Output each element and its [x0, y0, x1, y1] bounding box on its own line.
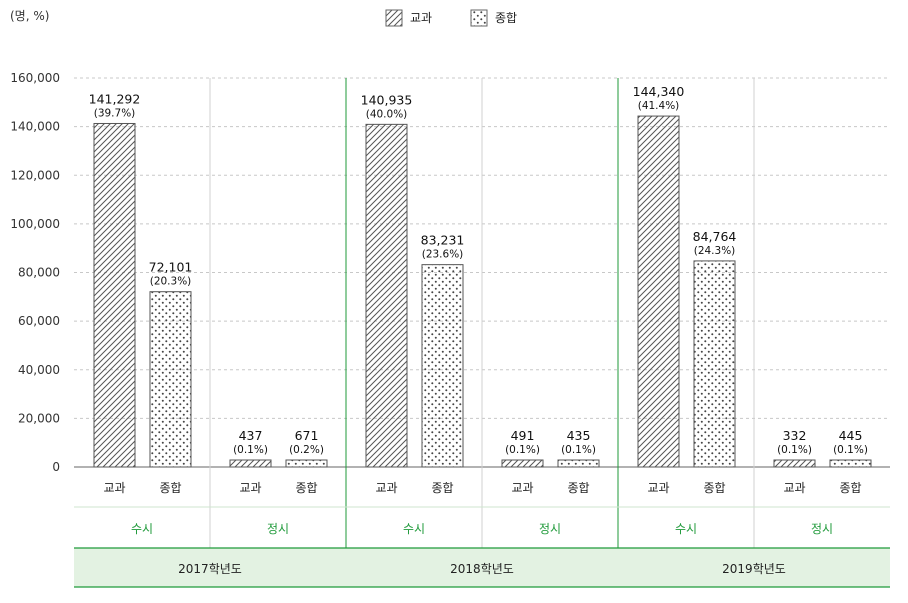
group-label: 정시 [267, 522, 289, 536]
data-labels: 141,292(39.7%)교과72,101(20.3%)종합수시437(0.1… [89, 84, 868, 576]
bar-percent-label: (0.1%) [833, 444, 868, 456]
x-category-label: 교과 [103, 481, 125, 495]
x-category-label: 종합 [567, 481, 589, 495]
bar-percent-label: (41.4%) [638, 100, 680, 112]
group-label: 수시 [403, 522, 425, 536]
bar-value-label: 435 [567, 428, 591, 443]
x-category-label: 종합 [159, 481, 181, 495]
legend-label: 종합 [495, 11, 517, 25]
y-tick-label: 60,000 [18, 314, 60, 328]
bar-교과 [637, 115, 680, 468]
bar-value-label: 437 [239, 428, 263, 443]
unit-label: (명, %) [10, 9, 49, 23]
category-bands [74, 78, 890, 588]
legend: 교과 종합 [385, 9, 517, 27]
bar-종합 [149, 291, 192, 468]
bar-value-label: 83,231 [421, 233, 465, 248]
bar-종합 [285, 459, 328, 468]
bar-percent-label: (40.0%) [366, 108, 408, 120]
year-band [74, 548, 890, 587]
bar-교과 [229, 459, 272, 468]
legend-swatch [385, 9, 403, 27]
bars [93, 115, 872, 468]
x-category-label: 교과 [783, 481, 805, 495]
bar-percent-label: (0.1%) [777, 444, 812, 456]
group-label: 수시 [675, 522, 697, 536]
bar-value-label: 72,101 [149, 260, 193, 275]
legend-label: 교과 [410, 11, 432, 25]
bar-percent-label: (39.7%) [94, 107, 136, 119]
x-category-label: 종합 [295, 481, 317, 495]
bar-value-label: 141,292 [89, 91, 141, 106]
y-tick-label: 160,000 [10, 71, 60, 85]
y-tick-label: 140,000 [10, 120, 60, 134]
bar-value-label: 144,340 [633, 84, 685, 99]
bar-percent-label: (0.2%) [289, 444, 324, 456]
x-category-label: 교과 [647, 481, 669, 495]
bar-value-label: 671 [295, 428, 319, 443]
bar-percent-label: (0.1%) [233, 444, 268, 456]
bar-value-label: 332 [783, 428, 807, 443]
x-category-label: 종합 [703, 481, 725, 495]
year-label: 2018학년도 [450, 562, 514, 576]
group-label: 정시 [539, 522, 561, 536]
bar-value-label: 140,935 [361, 92, 413, 107]
bar-percent-label: (24.3%) [694, 245, 736, 257]
y-axis: 0 20,000 40,000 60,000 80,000 100,000 120,000 1… [10, 71, 60, 474]
y-tick-label: 100,000 [10, 217, 60, 231]
bar-종합 [829, 459, 872, 468]
bar-종합 [693, 260, 736, 468]
y-tick-label: 120,000 [10, 168, 60, 182]
y-tick-label: 20,000 [18, 411, 60, 425]
bar-교과 [773, 459, 816, 468]
y-tick-label: 80,000 [18, 266, 60, 280]
bar-value-label: 84,764 [693, 229, 737, 244]
bar-percent-label: (23.6%) [422, 249, 464, 261]
bar-percent-label: (0.1%) [561, 444, 596, 456]
bar-value-label: 491 [511, 428, 535, 443]
x-category-label: 교과 [511, 481, 533, 495]
bar-value-label: 445 [839, 428, 863, 443]
bar-종합 [421, 264, 464, 468]
x-category-label: 종합 [431, 481, 453, 495]
year-label: 2017학년도 [178, 562, 242, 576]
group-label: 수시 [131, 522, 153, 536]
bar-교과 [93, 122, 136, 468]
bar-종합 [557, 459, 600, 468]
bar-percent-label: (0.1%) [505, 444, 540, 456]
bar-percent-label: (20.3%) [150, 276, 192, 288]
x-category-label: 교과 [375, 481, 397, 495]
legend-swatch [470, 9, 488, 27]
x-category-label: 종합 [839, 481, 861, 495]
year-label: 2019학년도 [722, 562, 786, 576]
bar-교과 [365, 123, 408, 468]
bar-교과 [501, 459, 544, 468]
group-label: 정시 [811, 522, 833, 536]
y-tick-label: 0 [52, 460, 60, 474]
x-category-label: 교과 [239, 481, 261, 495]
y-tick-label: 40,000 [18, 363, 60, 377]
